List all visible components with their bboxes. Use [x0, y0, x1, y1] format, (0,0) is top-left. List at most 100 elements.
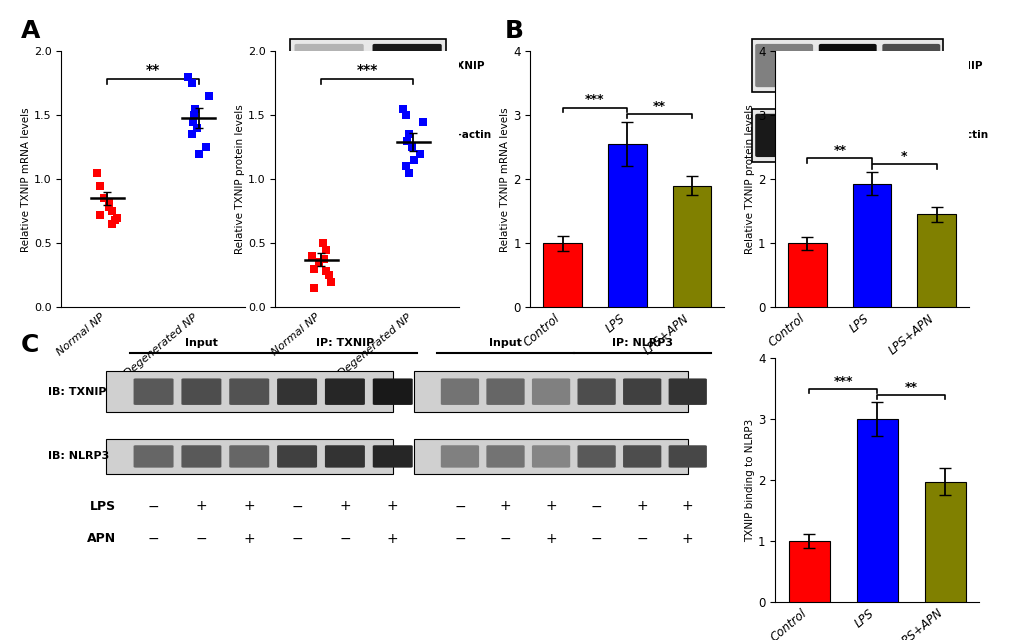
Point: [184, 116, 201, 127]
Text: −: −: [499, 532, 511, 546]
Text: **: **: [146, 63, 160, 77]
Y-axis label: Relative TXNIP protein levels: Relative TXNIP protein levels: [235, 104, 245, 254]
FancyBboxPatch shape: [532, 378, 570, 405]
Text: LPS: LPS: [90, 500, 116, 513]
Point: [183, 129, 200, 140]
Point: [107, 215, 123, 225]
FancyBboxPatch shape: [294, 114, 364, 157]
Y-axis label: Relative TXNIP protein levels: Relative TXNIP protein levels: [745, 104, 754, 254]
Text: −: −: [636, 532, 647, 546]
Point: [406, 155, 422, 165]
Text: +: +: [196, 499, 207, 513]
Text: −: −: [148, 499, 159, 513]
Bar: [672, 186, 710, 307]
Bar: [856, 419, 897, 602]
Bar: [788, 243, 826, 307]
FancyBboxPatch shape: [818, 44, 875, 87]
Bar: [414, 439, 687, 474]
Text: IP: TXNIP: IP: TXNIP: [316, 337, 374, 348]
Point: [101, 197, 117, 207]
Point: [89, 168, 105, 178]
FancyBboxPatch shape: [181, 445, 221, 468]
Text: +: +: [545, 499, 556, 513]
FancyBboxPatch shape: [881, 114, 940, 157]
FancyBboxPatch shape: [532, 445, 570, 468]
FancyBboxPatch shape: [277, 378, 317, 405]
FancyBboxPatch shape: [181, 378, 221, 405]
Text: −: −: [453, 532, 466, 546]
Bar: [607, 144, 646, 307]
Text: −: −: [148, 532, 159, 546]
Text: Input: Input: [184, 337, 218, 348]
FancyBboxPatch shape: [294, 44, 364, 87]
Text: +: +: [499, 499, 511, 513]
Point: [394, 104, 411, 114]
Text: +: +: [682, 532, 693, 546]
Point: [92, 180, 108, 191]
Bar: [543, 243, 582, 307]
Text: +: +: [545, 532, 556, 546]
Point: [318, 244, 334, 255]
FancyBboxPatch shape: [881, 44, 940, 87]
Point: [190, 123, 206, 133]
Point: [180, 72, 197, 82]
Text: −: −: [196, 532, 207, 546]
Text: Input: Input: [488, 337, 522, 348]
FancyBboxPatch shape: [623, 378, 660, 405]
FancyBboxPatch shape: [668, 378, 706, 405]
Text: **: **: [652, 100, 665, 113]
Text: IB: NLRP3: IB: NLRP3: [48, 451, 109, 461]
Point: [404, 142, 420, 152]
Text: IP: NLRP3: IP: NLRP3: [611, 337, 673, 348]
Bar: [289, 39, 445, 92]
Point: [198, 142, 214, 152]
Point: [186, 104, 203, 114]
FancyBboxPatch shape: [440, 445, 479, 468]
Text: ***: ***: [357, 63, 377, 77]
Point: [96, 193, 112, 204]
Point: [315, 253, 331, 264]
Bar: [752, 109, 943, 162]
Text: TXNIP: TXNIP: [449, 61, 485, 70]
Text: ***: ***: [833, 374, 852, 388]
Text: +: +: [338, 499, 351, 513]
FancyBboxPatch shape: [754, 44, 812, 87]
Text: *: *: [900, 150, 907, 163]
Text: ***: ***: [585, 93, 604, 106]
Text: +: +: [386, 532, 398, 546]
FancyBboxPatch shape: [818, 114, 875, 157]
FancyBboxPatch shape: [668, 445, 706, 468]
Text: β-actin: β-actin: [947, 131, 987, 140]
FancyBboxPatch shape: [440, 378, 479, 405]
FancyBboxPatch shape: [325, 445, 365, 468]
Point: [397, 110, 414, 120]
Text: +: +: [636, 499, 647, 513]
FancyBboxPatch shape: [372, 44, 441, 87]
Bar: [289, 109, 445, 162]
FancyBboxPatch shape: [577, 378, 615, 405]
Text: +: +: [682, 499, 693, 513]
Point: [185, 110, 202, 120]
Point: [321, 270, 337, 280]
Bar: [924, 482, 965, 602]
Point: [306, 283, 322, 293]
Point: [317, 266, 333, 276]
Bar: [788, 541, 828, 602]
Text: −: −: [453, 499, 466, 513]
Point: [183, 78, 200, 88]
Point: [92, 210, 108, 220]
Text: IB: TXNIP: IB: TXNIP: [48, 387, 106, 397]
FancyBboxPatch shape: [229, 445, 269, 468]
Y-axis label: TXNIP binding to NLRP3: TXNIP binding to NLRP3: [745, 419, 754, 541]
Point: [315, 238, 331, 248]
FancyBboxPatch shape: [372, 114, 441, 157]
Text: +: +: [244, 499, 255, 513]
Text: −: −: [291, 532, 303, 546]
FancyBboxPatch shape: [229, 378, 269, 405]
Point: [399, 168, 416, 178]
Point: [109, 212, 125, 223]
Point: [398, 136, 415, 146]
Text: −: −: [291, 499, 303, 513]
Bar: [916, 214, 955, 307]
FancyBboxPatch shape: [372, 378, 413, 405]
